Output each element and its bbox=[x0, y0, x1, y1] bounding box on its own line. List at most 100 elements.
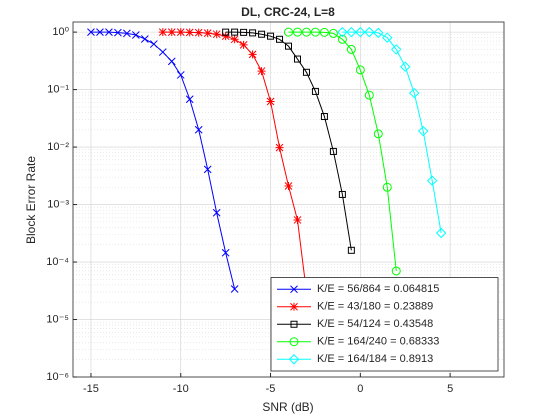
marker bbox=[176, 71, 185, 79]
series-line bbox=[342, 31, 442, 234]
marker bbox=[230, 285, 239, 293]
marker bbox=[329, 147, 337, 155]
marker bbox=[293, 55, 301, 63]
marker bbox=[212, 208, 221, 217]
marker bbox=[185, 95, 194, 104]
y-tick-label: 10⁻¹ bbox=[47, 84, 69, 96]
marker bbox=[347, 246, 355, 254]
y-axis-label: Block Error Rate bbox=[24, 156, 38, 244]
y-tick-label: 10⁻⁶ bbox=[46, 371, 69, 383]
marker bbox=[409, 87, 420, 99]
marker bbox=[292, 27, 302, 37]
marker bbox=[346, 44, 356, 54]
marker bbox=[319, 27, 329, 37]
marker bbox=[364, 26, 375, 38]
marker bbox=[293, 215, 302, 224]
marker bbox=[114, 28, 122, 37]
marker bbox=[221, 32, 230, 41]
marker bbox=[290, 320, 298, 328]
marker bbox=[222, 28, 230, 36]
marker bbox=[337, 26, 348, 38]
marker bbox=[435, 227, 447, 239]
y-tick-label: 10⁻³ bbox=[47, 198, 69, 210]
marker bbox=[400, 61, 411, 72]
y-tick-label: 10⁻⁵ bbox=[46, 313, 69, 325]
marker bbox=[212, 30, 221, 39]
legend-label: K/E = 54/124 = 0.43548 bbox=[317, 318, 433, 330]
marker bbox=[391, 266, 401, 276]
marker bbox=[158, 28, 167, 37]
marker bbox=[311, 87, 319, 95]
x-tick-label: -5 bbox=[266, 383, 276, 395]
marker bbox=[231, 28, 239, 36]
axes-box bbox=[72, 21, 505, 378]
marker bbox=[382, 32, 393, 43]
marker bbox=[338, 190, 346, 198]
marker bbox=[132, 31, 140, 39]
marker bbox=[284, 182, 293, 191]
legend-label: K/E = 164/184 = 0.8913 bbox=[317, 353, 433, 365]
y-tick-label: 10⁻⁴ bbox=[46, 256, 69, 268]
marker bbox=[123, 29, 131, 38]
marker bbox=[382, 182, 392, 192]
marker bbox=[248, 50, 257, 59]
marker bbox=[320, 113, 328, 121]
marker bbox=[158, 48, 167, 56]
legend-label: K/E = 164/240 = 0.68333 bbox=[317, 336, 439, 348]
marker bbox=[290, 302, 298, 311]
marker bbox=[258, 30, 266, 38]
marker bbox=[364, 90, 374, 100]
marker bbox=[239, 40, 248, 49]
marker bbox=[301, 27, 311, 37]
marker bbox=[337, 34, 347, 44]
marker bbox=[267, 32, 275, 40]
legend-label: K/E = 43/180 = 0.23889 bbox=[317, 301, 433, 313]
marker bbox=[140, 35, 149, 43]
marker bbox=[355, 65, 365, 75]
marker bbox=[194, 125, 203, 134]
marker bbox=[284, 27, 293, 37]
marker bbox=[310, 27, 320, 37]
y-tick-label: 10⁰ bbox=[52, 26, 69, 38]
marker bbox=[290, 285, 298, 294]
marker bbox=[203, 165, 212, 174]
x-tick-label: -10 bbox=[173, 383, 189, 395]
marker bbox=[240, 28, 248, 36]
marker bbox=[167, 28, 176, 37]
marker bbox=[167, 57, 176, 66]
marker bbox=[276, 35, 284, 43]
x-axis-label: SNR (dB) bbox=[262, 400, 313, 414]
marker bbox=[275, 143, 284, 152]
marker bbox=[257, 67, 266, 76]
marker bbox=[96, 28, 104, 36]
legend-label: K/E = 56/864 = 0.064815 bbox=[317, 283, 439, 295]
chart-title: DL, CRC-24, L=8 bbox=[241, 5, 335, 19]
marker bbox=[194, 28, 203, 37]
marker bbox=[185, 28, 194, 37]
marker bbox=[249, 29, 257, 37]
marker bbox=[373, 27, 384, 39]
marker bbox=[87, 28, 95, 36]
marker bbox=[373, 129, 383, 139]
marker bbox=[426, 175, 438, 186]
marker bbox=[203, 29, 212, 38]
y-tick-label: 10⁻² bbox=[47, 141, 69, 153]
marker bbox=[266, 97, 275, 106]
marker bbox=[149, 40, 158, 48]
marker bbox=[328, 28, 338, 38]
marker bbox=[302, 68, 310, 76]
marker bbox=[355, 26, 366, 38]
marker bbox=[391, 44, 402, 55]
x-tick-label: 5 bbox=[447, 383, 453, 395]
series-line bbox=[288, 31, 397, 271]
legend: K/E = 56/864 = 0.064815 K/E = 43/180 = 0.… bbox=[270, 277, 499, 372]
marker bbox=[285, 42, 292, 50]
marker bbox=[105, 28, 113, 36]
marker bbox=[221, 248, 230, 257]
marker bbox=[289, 337, 299, 347]
x-tick-label: 0 bbox=[357, 383, 363, 395]
x-tick-label: -15 bbox=[83, 383, 99, 395]
marker bbox=[346, 26, 357, 38]
marker bbox=[417, 125, 429, 137]
